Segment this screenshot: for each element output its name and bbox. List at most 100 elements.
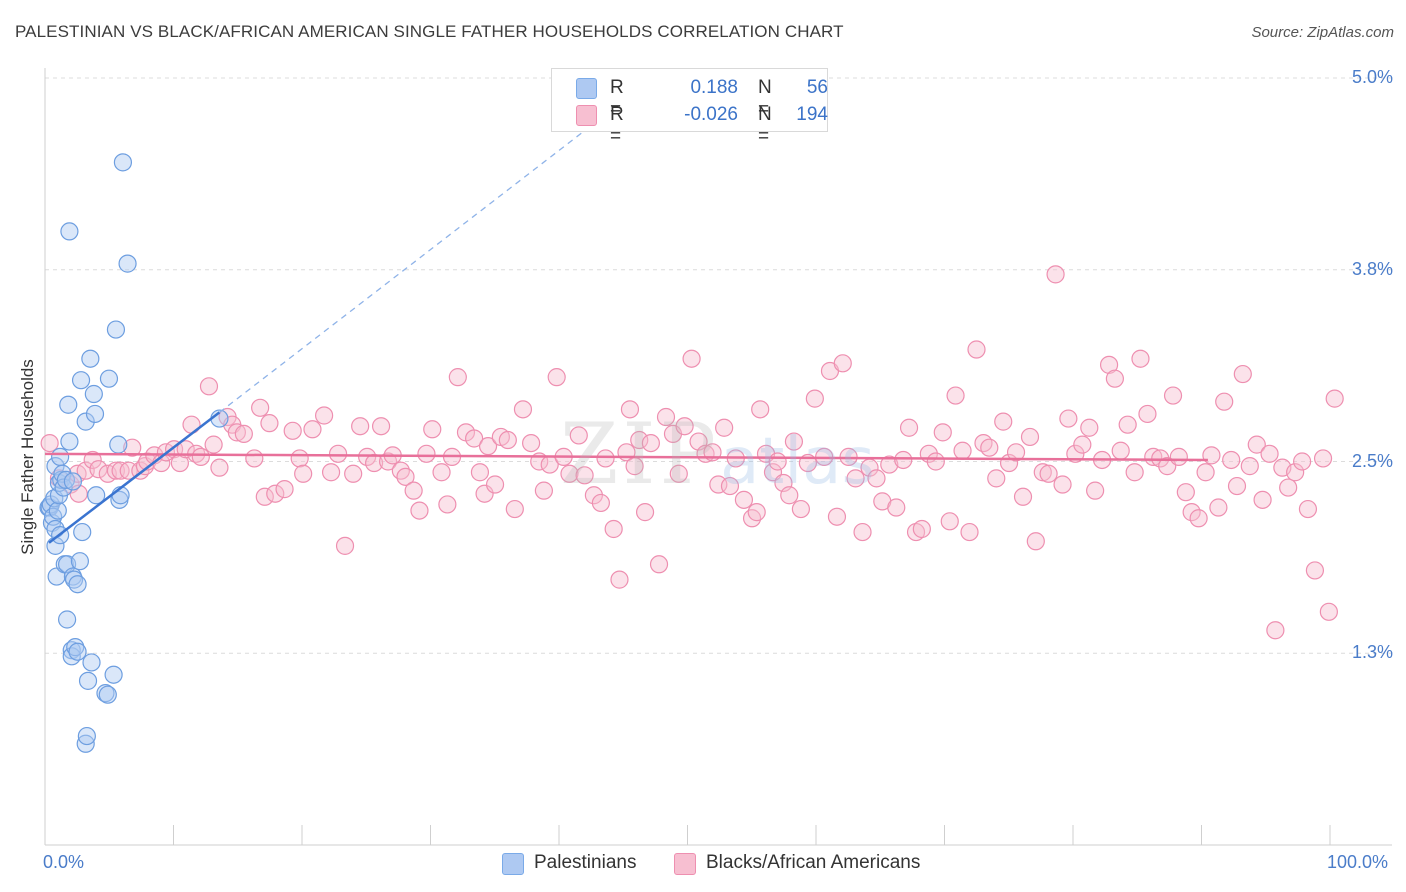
- data-point-blacks: [315, 406, 334, 425]
- data-point-blacks: [191, 447, 210, 466]
- data-point-blacks: [106, 461, 126, 480]
- data-point-palestinians: [76, 412, 95, 431]
- chart-source: Source: ZipAtlas.com: [1251, 24, 1394, 41]
- data-point-blacks: [1298, 499, 1318, 519]
- data-point-palestinians: [106, 320, 126, 339]
- correlation-legend: R = 0.188 N = 56 R = -0.026 N = 194: [551, 68, 828, 147]
- data-point-blacks: [1253, 490, 1272, 509]
- legend-n-label: N =: [758, 77, 772, 120]
- data-point-blacks: [505, 499, 524, 519]
- data-point-blacks: [569, 426, 588, 445]
- data-point-blacks: [1266, 621, 1285, 640]
- data-point-blacks: [1059, 409, 1078, 428]
- data-point-blacks: [635, 503, 655, 522]
- data-point-palestinians: [85, 404, 105, 424]
- data-point-blacks: [987, 469, 1006, 488]
- legend-swatch-pink: [576, 105, 597, 126]
- data-point-blacks: [534, 481, 553, 500]
- legend-n-value: 194: [796, 104, 828, 125]
- data-point-palestinians: [56, 470, 76, 490]
- data-point-blacks: [470, 463, 490, 482]
- data-point-blacks: [946, 386, 965, 405]
- data-point-blacks: [933, 423, 952, 442]
- data-point-blacks: [83, 450, 102, 470]
- series-palestinians: [39, 153, 229, 753]
- data-point-blacks: [1202, 446, 1221, 465]
- data-point-palestinians: [81, 349, 100, 368]
- data-point-blacks: [335, 536, 355, 555]
- data-point-palestinians: [48, 501, 67, 520]
- data-point-blacks: [899, 418, 919, 437]
- data-point-blacks: [328, 444, 348, 463]
- data-point-blacks: [747, 503, 766, 522]
- data-point-blacks: [1073, 435, 1092, 454]
- data-point-palestinians: [51, 447, 70, 466]
- data-point-blacks: [1086, 481, 1105, 500]
- legend-r-label: R =: [610, 104, 624, 147]
- data-point-blacks: [1144, 447, 1163, 466]
- data-point-blacks: [833, 354, 852, 373]
- watermark: ZIPatlas: [560, 405, 875, 503]
- data-point-palestinians: [70, 552, 89, 571]
- data-point-blacks: [894, 450, 913, 470]
- data-point-blacks: [251, 398, 270, 417]
- data-point-blacks: [1046, 265, 1065, 284]
- data-point-blacks: [1080, 418, 1099, 437]
- data-point-blacks: [294, 464, 313, 483]
- data-point-blacks: [410, 501, 429, 520]
- data-point-blacks: [513, 400, 533, 419]
- data-point-blacks: [1319, 602, 1338, 621]
- data-point-blacks: [1293, 452, 1312, 471]
- trend-line-palestinians: [48, 411, 221, 544]
- gridlines: [45, 77, 1392, 654]
- data-point-blacks: [591, 493, 610, 513]
- chart-title: PALESTINIAN VS BLACK/AFRICAN AMERICAN SI…: [15, 22, 844, 41]
- data-point-blacks: [1176, 483, 1195, 502]
- data-point-blacks: [1215, 392, 1234, 411]
- data-point-palestinians: [59, 395, 78, 414]
- axes: [44, 68, 1392, 846]
- data-point-blacks: [560, 464, 579, 483]
- data-point-blacks: [1227, 476, 1247, 496]
- legend-swatch-blacks: [674, 853, 696, 875]
- data-point-blacks: [656, 407, 676, 427]
- data-point-blacks: [887, 498, 906, 517]
- data-point-palestinians: [73, 522, 92, 542]
- data-point-blacks: [1163, 386, 1183, 405]
- data-point-palestinians: [82, 653, 101, 672]
- data-point-blacks: [498, 430, 517, 450]
- data-point-blacks: [751, 400, 770, 419]
- data-point-blacks: [1247, 435, 1266, 454]
- data-point-blacks: [1305, 561, 1325, 580]
- data-point-palestinians: [68, 575, 87, 594]
- data-point-blacks: [404, 481, 423, 500]
- data-point-blacks: [358, 447, 377, 466]
- legend-n-value: 56: [806, 77, 828, 98]
- data-point-blacks: [780, 486, 799, 505]
- data-point-blacks: [715, 418, 734, 437]
- trend-lines: [44, 115, 1208, 544]
- data-point-blacks: [994, 412, 1013, 431]
- watermark-atlas: atlas: [720, 425, 875, 499]
- data-point-blacks: [1222, 450, 1241, 470]
- data-point-blacks: [396, 467, 415, 486]
- data-point-blacks: [1131, 349, 1150, 368]
- data-point-blacks: [1240, 457, 1259, 476]
- data-point-blacks: [980, 438, 999, 457]
- data-point-blacks: [1013, 487, 1033, 506]
- data-point-blacks: [432, 463, 451, 482]
- data-point-palestinians: [113, 153, 133, 172]
- data-point-blacks: [290, 449, 309, 468]
- data-point-blacks: [210, 458, 229, 477]
- data-point-palestinians: [104, 665, 123, 684]
- data-point-blacks: [867, 469, 886, 488]
- data-point-blacks: [204, 435, 223, 454]
- data-point-blacks: [522, 433, 541, 453]
- data-point-blacks: [784, 432, 804, 451]
- data-point-blacks: [275, 480, 294, 499]
- data-point-blacks: [1279, 478, 1298, 497]
- data-point-blacks: [709, 475, 728, 494]
- data-point-palestinians: [76, 734, 95, 753]
- watermark-zip: ZIP: [560, 405, 721, 503]
- data-point-blacks: [283, 421, 302, 440]
